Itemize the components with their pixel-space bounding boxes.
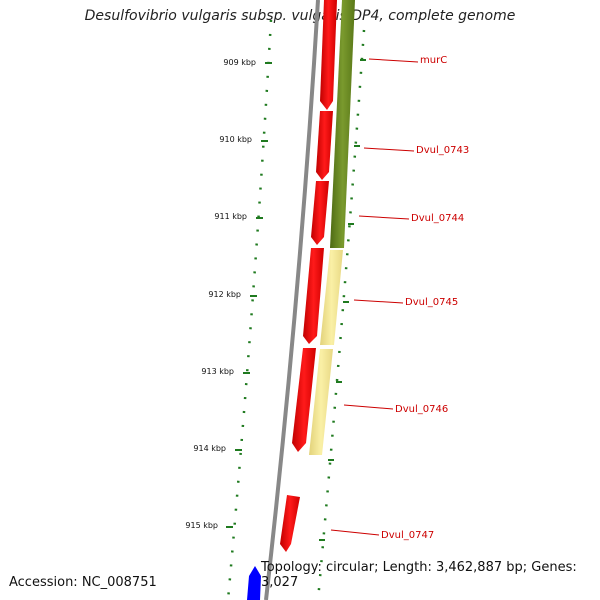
- gene-arrow-forward: [247, 566, 261, 600]
- gene-label-dvul-0743[interactable]: Dvul_0743: [416, 145, 469, 156]
- tick-label: 915 kbp: [185, 521, 218, 530]
- gene-arrow: [311, 181, 329, 245]
- accession-label: Accession: NC_008751: [9, 575, 157, 590]
- gene-arrow: [292, 348, 316, 452]
- genome-title: Desulfovibrio vulgaris subsp. vulgaris D…: [84, 8, 516, 24]
- gene-arrow: [280, 495, 300, 552]
- label-leaders: [330, 58, 419, 536]
- tick-label: 912 kbp: [208, 290, 241, 299]
- gene-arrow: [320, 0, 337, 110]
- topology-label: Topology: circular; Length: 3,462,887 bp…: [261, 560, 577, 590]
- gene-arrows: [280, 0, 337, 552]
- tick-label: 909 kbp: [223, 58, 256, 67]
- gene-label-dvul-0746[interactable]: Dvul_0746: [395, 404, 448, 415]
- tick-label: 913 kbp: [201, 367, 234, 376]
- feature-band-olive: [330, 0, 355, 248]
- tick-label: 910 kbp: [219, 135, 252, 144]
- feature-band-khaki-2: [309, 349, 333, 455]
- tick-label: 911 kbp: [214, 212, 247, 221]
- gene-arrow: [316, 111, 333, 180]
- position-dots-left: [226, 19, 273, 600]
- tick-marks: [226, 62, 272, 528]
- gene-label-dvul-0744[interactable]: Dvul_0744: [411, 213, 464, 224]
- gene-label-murC[interactable]: murC: [420, 55, 447, 66]
- gene-label-dvul-0747[interactable]: Dvul_0747: [381, 530, 434, 541]
- gene-label-dvul-0745[interactable]: Dvul_0745: [405, 297, 458, 308]
- genome-backbone: [264, 0, 320, 600]
- tick-label: 914 kbp: [193, 444, 226, 453]
- gene-arrow: [303, 248, 324, 344]
- feature-band-khaki: [320, 250, 343, 345]
- inner-tick-marks: [319, 59, 366, 541]
